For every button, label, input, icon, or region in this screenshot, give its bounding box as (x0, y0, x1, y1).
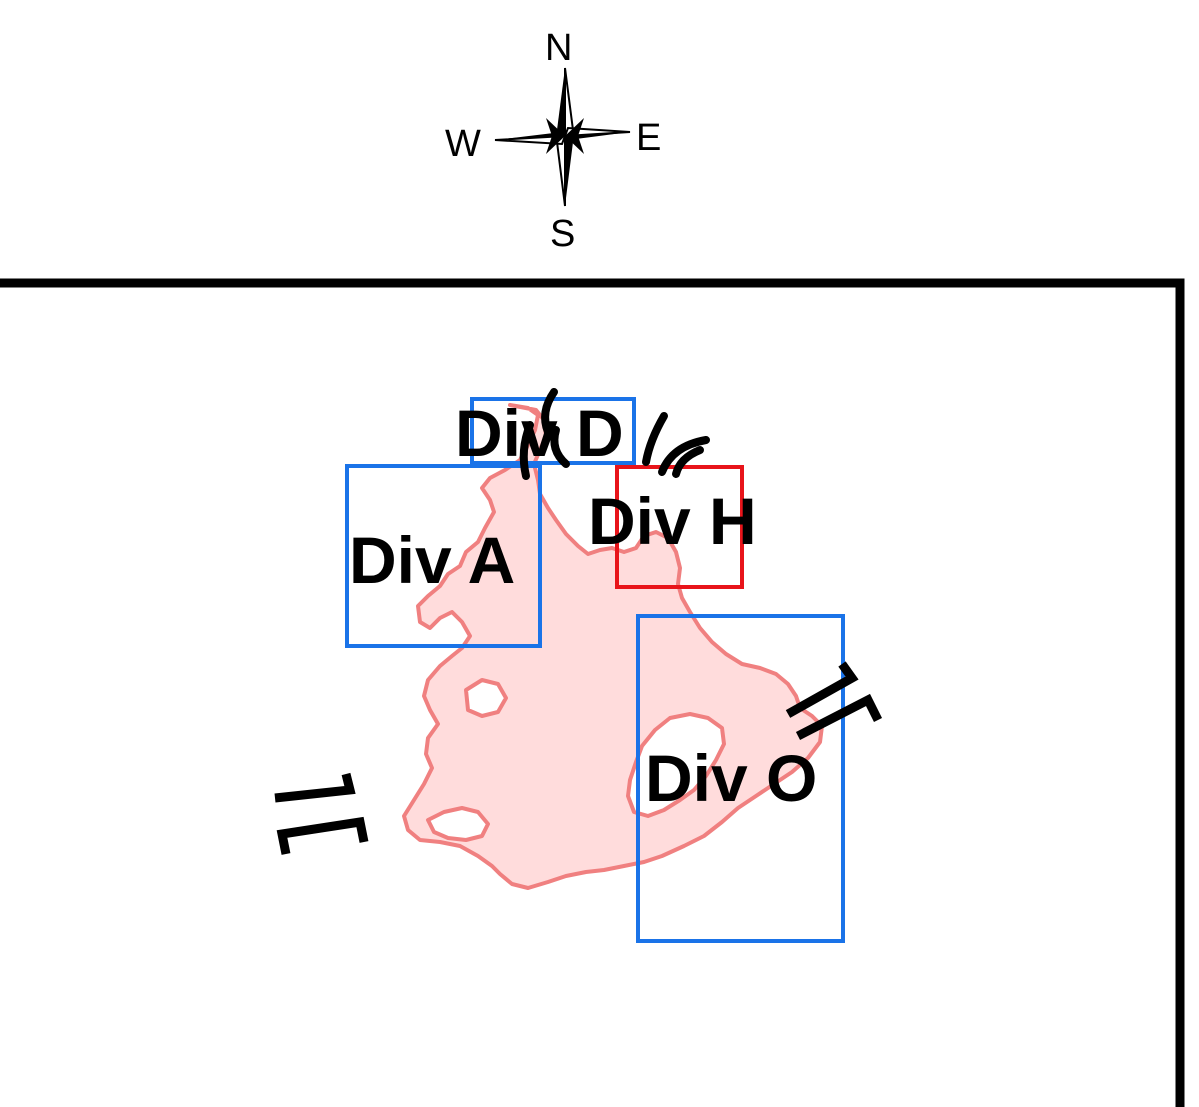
div-d-label: Div D (455, 396, 624, 470)
div-a-label: Div A (349, 523, 515, 597)
compass-west-label: W (445, 123, 481, 165)
div-h-label: Div H (588, 484, 757, 558)
bracket-gap-symbol (785, 661, 883, 741)
arc-symbol (519, 388, 710, 480)
compass-rose-icon: N E S W (445, 27, 661, 255)
div-o-label: Div O (645, 741, 817, 815)
div-o-box[interactable] (636, 614, 845, 943)
compass-north-label: N (545, 27, 572, 69)
compass-east-label: E (636, 117, 661, 159)
region-shape (402, 403, 824, 890)
div-a-box[interactable] (345, 464, 542, 648)
map-frame (0, 278, 1185, 1107)
compass-south-label: S (550, 213, 575, 255)
bracket-gap-symbol (274, 772, 369, 855)
